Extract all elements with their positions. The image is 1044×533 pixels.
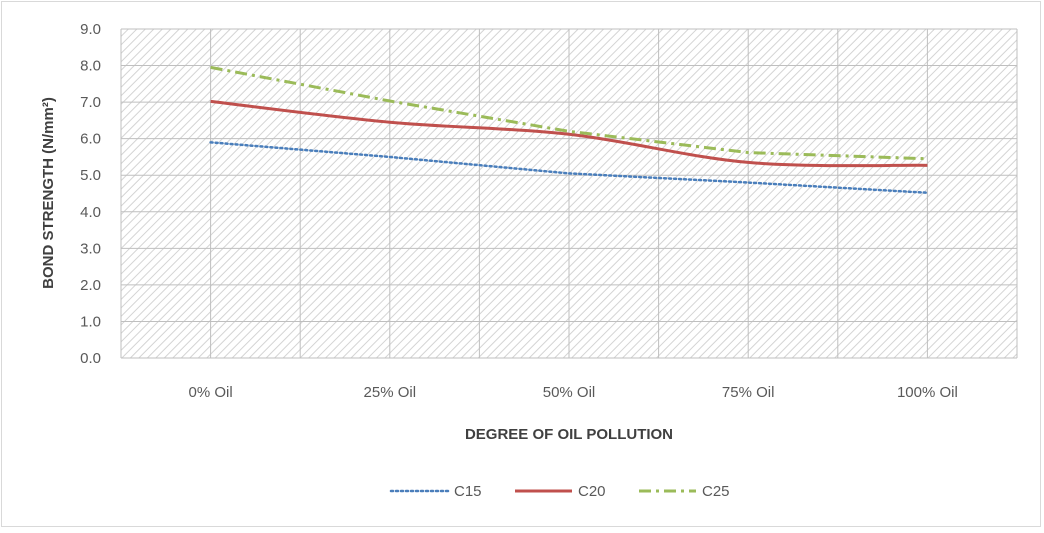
y-tick-label: 3.0 <box>80 240 101 257</box>
y-tick-label: 0.0 <box>80 350 101 367</box>
y-tick-label: 6.0 <box>80 131 101 148</box>
series-line-c20 <box>210 99 928 168</box>
y-tick-label: 5.0 <box>80 167 101 184</box>
legend: C15 C20 C25 <box>389 483 730 500</box>
y-tick-label: 9.0 <box>80 21 101 38</box>
x-tick-labels: 0% Oil 25% Oil 50% Oil 75% Oil 100% Oil <box>189 384 958 401</box>
y-tick-label: 4.0 <box>80 204 101 221</box>
series-line-c25 <box>210 65 928 161</box>
series-lines <box>209 65 929 195</box>
x-tick-label: 25% Oil <box>364 384 417 401</box>
x-tick-label: 100% Oil <box>897 384 958 401</box>
y-tick-label: 7.0 <box>80 94 101 111</box>
y-tick-label: 1.0 <box>80 313 101 330</box>
series-line-c15 <box>209 141 929 195</box>
legend-label-c20: C20 <box>578 483 606 500</box>
legend-label-c25: C25 <box>702 483 730 500</box>
x-tick-label: 75% Oil <box>722 384 775 401</box>
y-tick-label: 2.0 <box>80 277 101 294</box>
x-tick-label: 0% Oil <box>189 384 233 401</box>
legend-label-c15: C15 <box>454 483 482 500</box>
grid-lines <box>120 28 1018 359</box>
x-axis-title: DEGREE OF OIL POLLUTION <box>465 426 673 443</box>
y-tick-labels: 0.0 1.0 2.0 3.0 4.0 5.0 6.0 7.0 8.0 9.0 <box>80 21 101 367</box>
y-axis-title: BOND STRENGTH (N/mm²) <box>40 97 57 289</box>
y-tick-label: 8.0 <box>80 58 101 75</box>
x-tick-label: 50% Oil <box>543 384 596 401</box>
